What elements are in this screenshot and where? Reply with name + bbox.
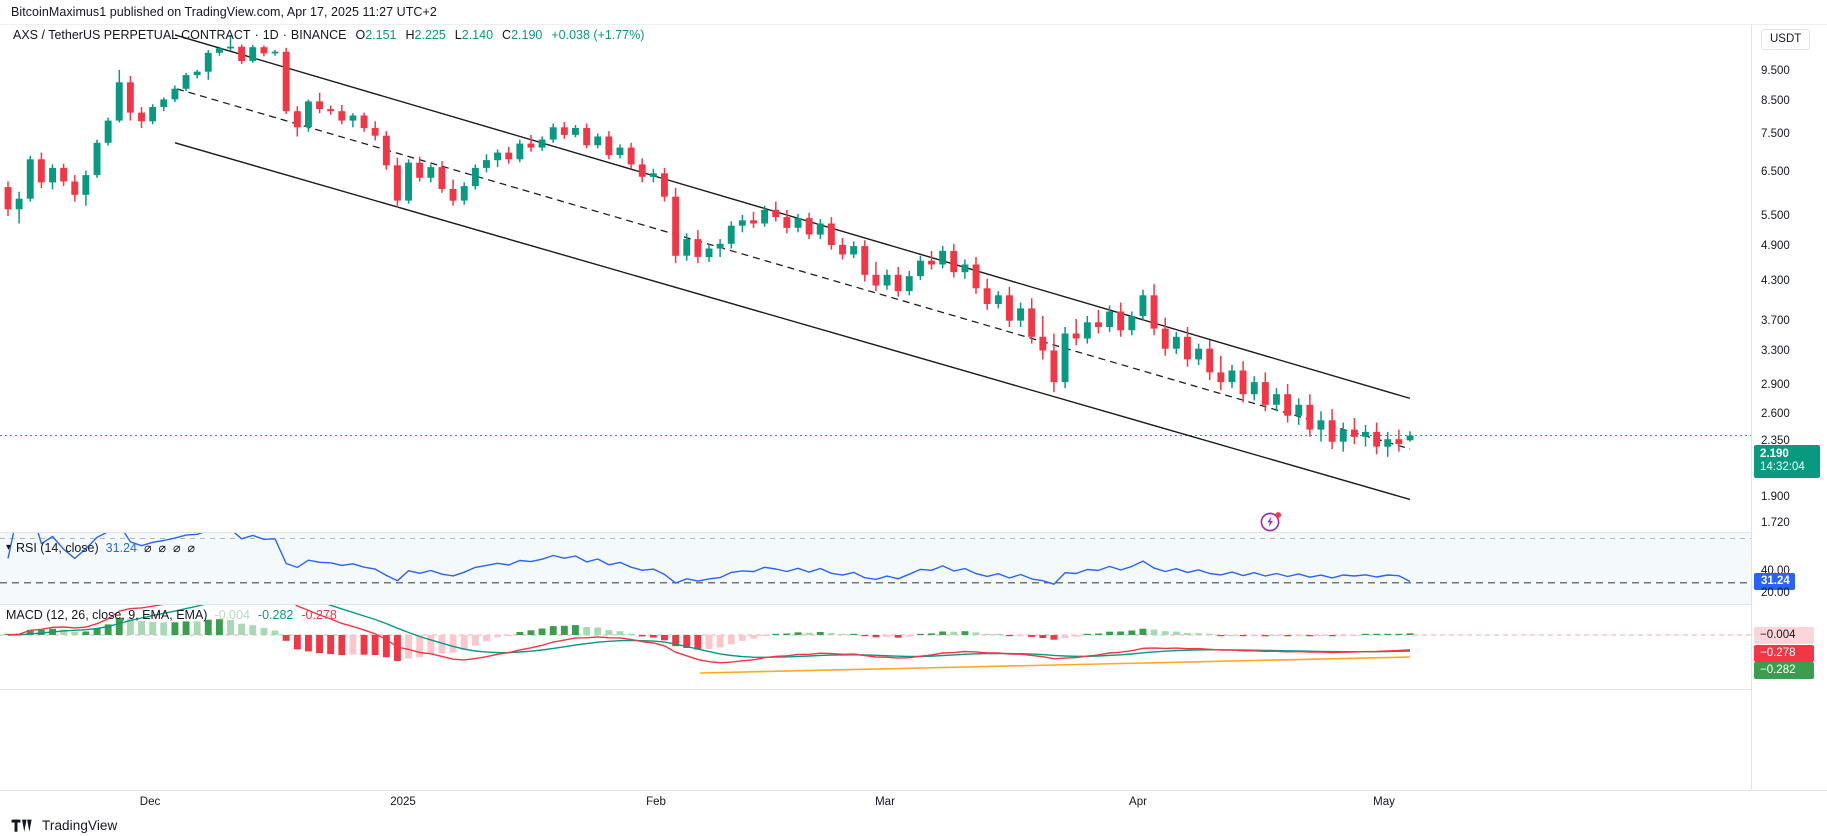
price-chart-svg bbox=[0, 34, 1751, 501]
rsi-value-tag: 31.24 bbox=[1754, 573, 1795, 591]
price-axis-tick: 8.500 bbox=[1761, 94, 1790, 107]
current-price-value: 2.190 bbox=[1760, 447, 1789, 460]
price-axis-tick: 2.900 bbox=[1761, 379, 1790, 392]
macd-legend-hist-value: -0.004 bbox=[214, 608, 250, 622]
price-axis-tick: 3.700 bbox=[1761, 314, 1790, 327]
price-axis[interactable]: USDT 9.500 8.500 7.500 6.500 5.500 4.900 4.300… bbox=[1751, 25, 1827, 790]
macd-legend-macd-value: -0.278 bbox=[301, 608, 337, 622]
pane-divider-rsi-macd bbox=[0, 604, 1751, 605]
macd-legend[interactable]: MACD (12, 26, close, 9, EMA, EMA) -0.004… bbox=[6, 608, 337, 622]
rsi-chart-svg bbox=[0, 533, 1751, 585]
macd-legend-signal-value: -0.282 bbox=[257, 608, 294, 622]
chevron-down-icon[interactable]: ▾ bbox=[6, 542, 12, 553]
price-axis-tick: 3.300 bbox=[1761, 345, 1790, 358]
price-axis-tick: 4.300 bbox=[1761, 274, 1790, 287]
symbol-exchange[interactable]: BINANCE bbox=[290, 28, 347, 42]
price-change: +0.038 (+1.77%) bbox=[551, 28, 645, 42]
rsi-legend-zero-4: ⌀ bbox=[187, 541, 196, 555]
symbol-legend[interactable]: AXS / TetherUS PERPETUAL CONTRACT · 1D ·… bbox=[13, 28, 644, 42]
branding-text: TradingView bbox=[42, 818, 118, 833]
open-value: 2.151 bbox=[365, 28, 397, 42]
high-label: H bbox=[405, 28, 415, 42]
macd-hist-tag: −0.004 bbox=[1754, 627, 1814, 644]
rsi-legend-value: 31.24 bbox=[105, 540, 137, 555]
publisher-bar: BitcoinMaximus1 published on TradingView… bbox=[0, 0, 1827, 25]
lightning-bolt-icon[interactable] bbox=[1260, 510, 1282, 532]
price-pane[interactable] bbox=[0, 25, 1751, 533]
rsi-legend-zero-2: ⌀ bbox=[158, 541, 167, 555]
legend-separator-2: · bbox=[282, 28, 287, 42]
legend-separator-1: · bbox=[254, 28, 259, 42]
price-axis-tick: 1.900 bbox=[1761, 491, 1790, 504]
bar-countdown: 14:32:04 bbox=[1760, 460, 1805, 473]
rsi-pane[interactable] bbox=[0, 533, 1751, 605]
currency-badge[interactable]: USDT bbox=[1761, 29, 1811, 50]
time-axis-tick: Mar bbox=[875, 796, 895, 808]
close-value: 2.190 bbox=[511, 28, 543, 42]
price-axis-tick: 9.500 bbox=[1761, 65, 1790, 78]
time-axis-tick: Dec bbox=[139, 796, 161, 808]
symbol-name[interactable]: AXS / TetherUS PERPETUAL CONTRACT bbox=[13, 28, 251, 42]
pane-divider-macd-bottom bbox=[0, 689, 1751, 690]
pane-divider-price-rsi bbox=[0, 532, 1751, 533]
macd-pane[interactable] bbox=[0, 605, 1751, 690]
close-label: C bbox=[502, 28, 512, 42]
rsi-axis-tick-20: 20.00 bbox=[1761, 586, 1790, 599]
high-value: 2.225 bbox=[414, 28, 446, 42]
macd-legend-title: MACD (12, 26, close, 9, EMA, EMA) bbox=[6, 608, 208, 622]
flash-idea-badge[interactable] bbox=[1260, 510, 1282, 532]
price-axis-tick: 6.500 bbox=[1761, 165, 1790, 178]
tradingview-logo-icon bbox=[11, 819, 32, 832]
price-axis-tick: 2.600 bbox=[1761, 408, 1790, 421]
time-axis-tick: Apr bbox=[1129, 796, 1147, 808]
low-label: L bbox=[454, 28, 462, 42]
low-value: 2.140 bbox=[461, 28, 494, 42]
ohlc-high: H2.225 bbox=[405, 28, 445, 42]
rsi-legend-zero-3: ⌀ bbox=[173, 541, 181, 555]
branding-bar: TradingView bbox=[0, 815, 1827, 836]
open-label: O bbox=[355, 28, 366, 42]
time-axis[interactable]: Dec 2025 Feb Mar Apr May bbox=[0, 790, 1827, 815]
symbol-interval[interactable]: 1D bbox=[262, 28, 279, 42]
time-axis-tick: Feb bbox=[646, 796, 666, 808]
time-axis-tick: May bbox=[1373, 796, 1395, 808]
macd-chart-svg bbox=[0, 605, 1751, 674]
rsi-legend-title: RSI (14, close) bbox=[16, 540, 99, 555]
publisher-text: BitcoinMaximus1 published on TradingView… bbox=[11, 5, 437, 19]
price-axis-tick: 2.350 bbox=[1761, 434, 1790, 447]
macd-signal-tag: −0.278 bbox=[1754, 645, 1814, 662]
price-axis-tick: 1.720 bbox=[1761, 517, 1790, 530]
price-axis-tick: 7.500 bbox=[1761, 127, 1790, 140]
current-price-tag: 2.190 14:32:04 bbox=[1754, 444, 1820, 478]
ohlc-close: C2.190 bbox=[502, 28, 542, 42]
price-axis-tick: 4.900 bbox=[1761, 240, 1790, 253]
ohlc-low: L2.140 bbox=[455, 28, 493, 42]
rsi-legend[interactable]: ▾ RSI (14, close) 31.24 ⌀ ⌀ ⌀ ⌀ bbox=[6, 540, 196, 556]
time-axis-tick: 2025 bbox=[390, 796, 416, 808]
rsi-legend-zero-1: ⌀ bbox=[143, 541, 152, 555]
price-axis-tick: 5.500 bbox=[1761, 209, 1790, 222]
ohlc-open: O2.151 bbox=[355, 28, 396, 42]
macd-line-tag: −0.282 bbox=[1754, 662, 1814, 679]
